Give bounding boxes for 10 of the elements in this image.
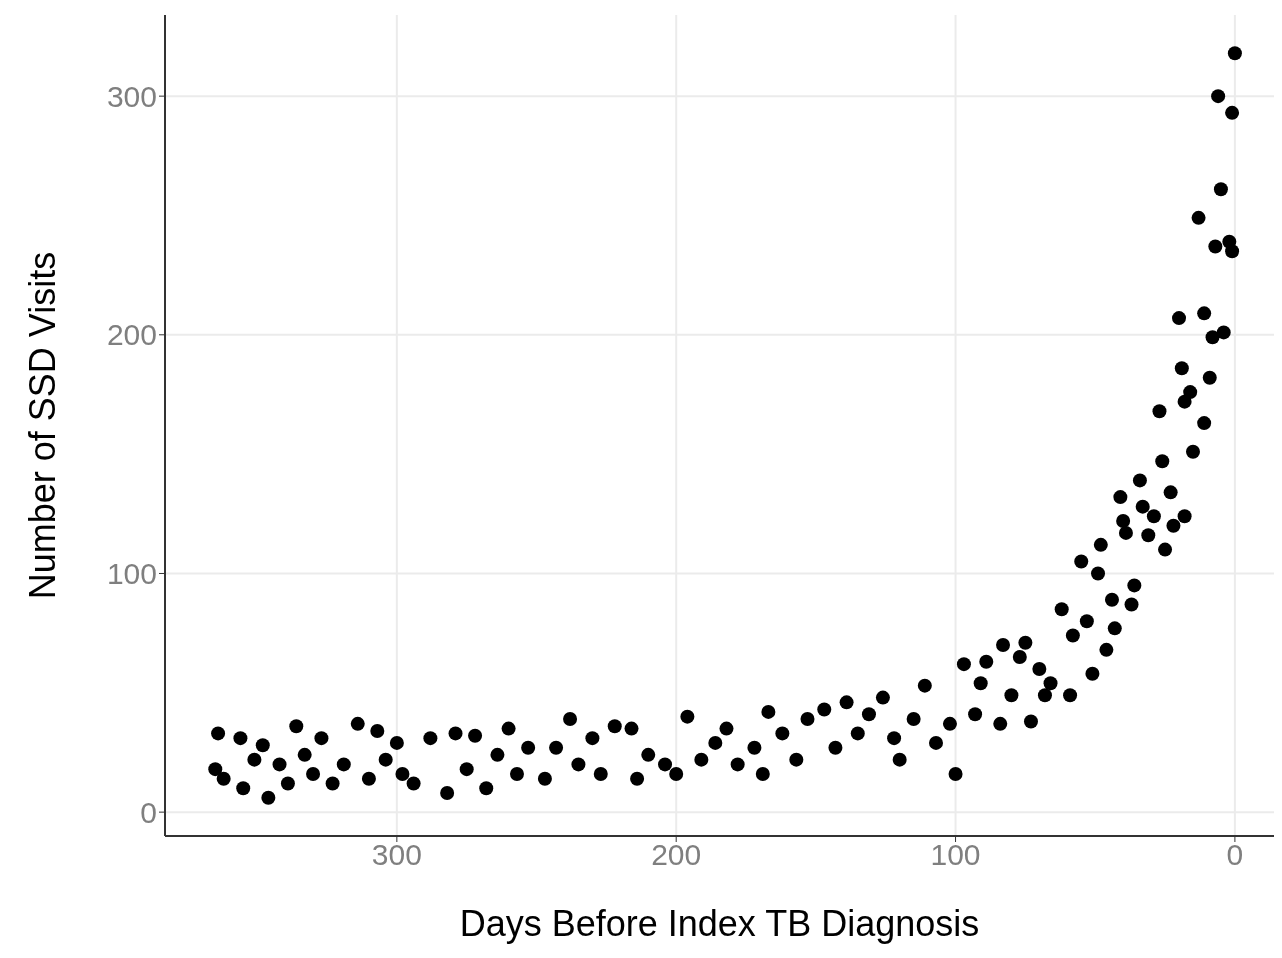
y-tick-label: 100	[106, 557, 157, 591]
x-tick-label: 200	[651, 838, 702, 872]
y-tick-label: 300	[106, 79, 157, 113]
y-axis-title: Number of SSD Visits	[21, 251, 63, 600]
x-tick-label: 100	[930, 838, 981, 872]
y-tick-label: 0	[140, 795, 157, 829]
y-tick-label: 200	[106, 318, 157, 352]
x-axis-title: Days Before Index TB Diagnosis	[459, 903, 980, 944]
x-tick-label: 300	[371, 838, 422, 872]
x-tick-label: 0	[1226, 838, 1244, 872]
